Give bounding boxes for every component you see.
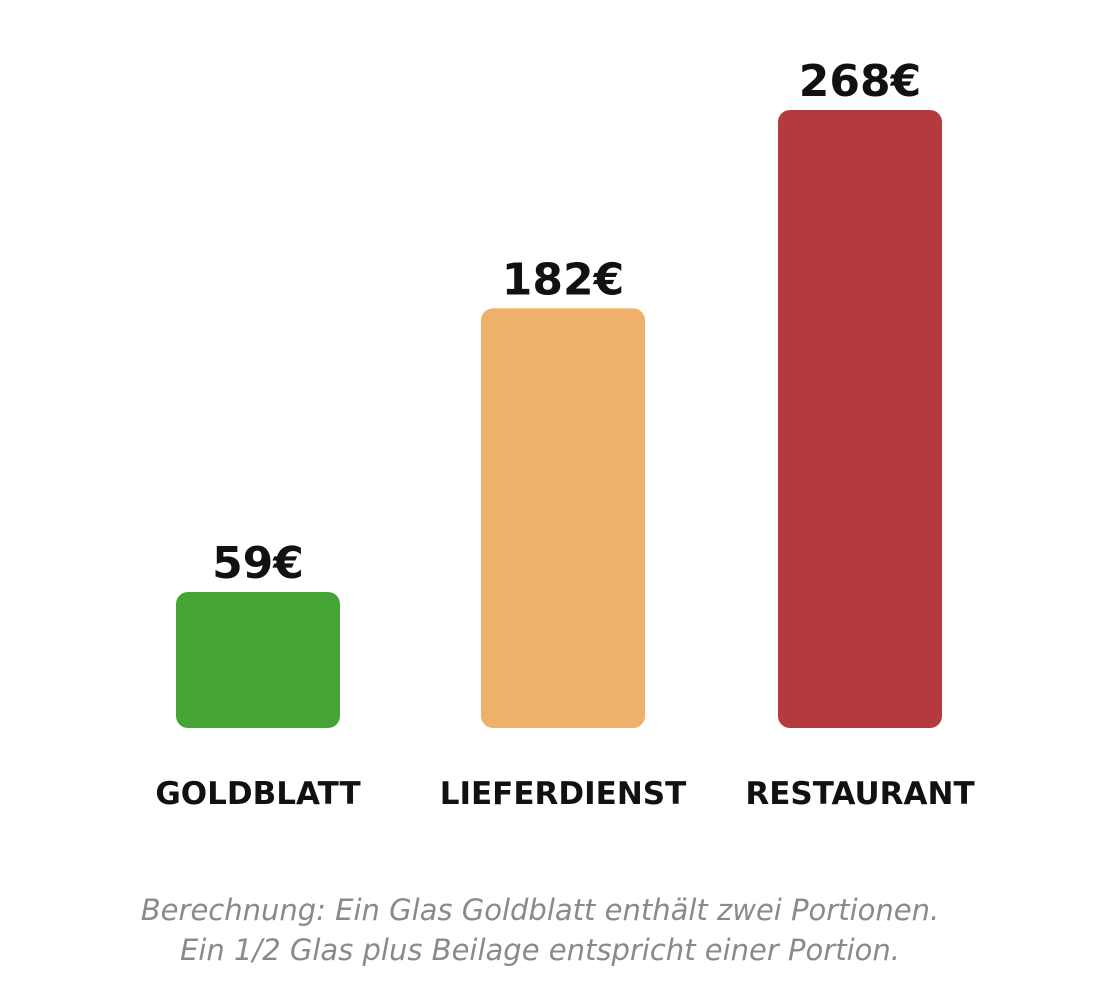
category-label-goldblatt: GOLDBLATT — [155, 776, 360, 812]
bar-lieferdienst — [481, 308, 645, 728]
footnote: Berechnung: Ein Glas Goldblatt enthält z… — [0, 890, 1080, 970]
bar-goldblatt — [176, 591, 340, 728]
value-label-goldblatt: 59€ — [212, 538, 304, 589]
value-label-lieferdienst: 182€ — [502, 254, 624, 305]
value-label-restaurant: 268€ — [799, 56, 921, 107]
category-label-restaurant: RESTAURANT — [745, 776, 974, 812]
footnote-line-1: Berechnung: Ein Glas Goldblatt enthält z… — [140, 893, 940, 927]
category-label-lieferdienst: LIEFERDIENST — [440, 776, 687, 812]
bar-chart: 59€ GOLDBLATT 182€ LIEFERDIENST 268€ RESTAURA… — [155, 56, 974, 812]
footnote-line-2: Ein 1/2 Glas plus Beilage entspricht ein… — [180, 933, 900, 967]
bar-restaurant — [778, 110, 942, 728]
